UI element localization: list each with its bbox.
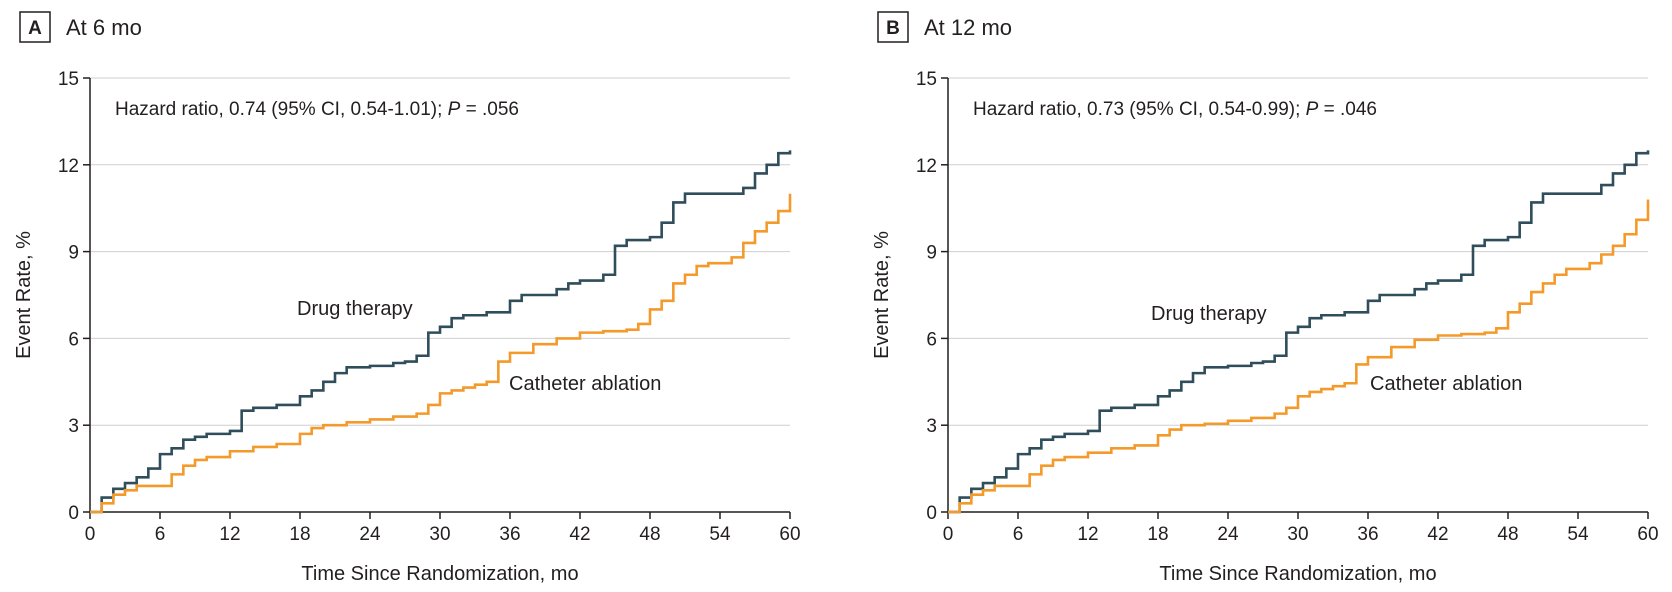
hazard-ratio-annotation: Hazard ratio, 0.73 (95% CI, 0.54-0.99); … [973,99,1377,120]
annotation-p-symbol: P [1306,99,1319,120]
y-tick-label: 3 [68,416,79,437]
annotation-p-value: = .046 [1318,99,1377,120]
x-axis-label: Time Since Randomization, mo [301,563,578,585]
x-tick-label: 12 [1077,524,1098,545]
y-tick-label: 12 [58,156,79,177]
hazard-ratio-annotation: Hazard ratio, 0.74 (95% CI, 0.54-1.01); … [115,99,519,120]
x-tick-label: 60 [779,524,800,545]
x-tick-label: 30 [429,524,450,545]
y-axis-label: Event Rate, % [13,231,35,359]
x-tick-label: 6 [155,524,166,545]
y-tick-label: 9 [926,243,937,264]
series-line-drug-therapy [948,150,1650,514]
series-label-catheter-ablation: Catheter ablation [509,373,661,395]
y-tick-label: 12 [916,156,937,177]
x-tick-label: 36 [1357,524,1378,545]
y-tick-label: 0 [926,503,937,524]
y-tick-label: 3 [926,416,937,437]
x-tick-label: 54 [1567,524,1589,545]
x-tick-label: 12 [219,524,240,545]
series-line-catheter-ablation [948,199,1650,514]
panel-title: At 6 mo [66,15,142,40]
y-tick-label: 0 [68,503,79,524]
x-tick-label: 30 [1287,524,1308,545]
series-line-catheter-ablation [90,193,792,514]
x-tick-label: 18 [1147,524,1168,545]
x-tick-label: 42 [569,524,590,545]
x-tick-label: 54 [709,524,731,545]
x-tick-label: 36 [499,524,520,545]
panel-title: At 12 mo [924,15,1012,40]
y-tick-label: 15 [58,69,79,90]
y-axis-label: Event Rate, % [871,231,893,359]
y-tick-label: 6 [68,329,79,350]
annotation-text: Hazard ratio, 0.73 (95% CI, 0.54-0.99); [973,99,1306,120]
x-tick-label: 60 [1637,524,1658,545]
y-tick-label: 6 [926,329,937,350]
x-tick-label: 24 [1217,524,1239,545]
annotation-p-symbol: P [448,99,461,120]
x-tick-label: 24 [359,524,381,545]
x-tick-label: 0 [943,524,954,545]
series-line-drug-therapy [90,150,792,514]
y-tick-label: 15 [916,69,937,90]
series-label-drug-therapy: Drug therapy [1151,303,1267,325]
panel-letter: B [886,18,900,39]
x-tick-label: 0 [85,524,96,545]
annotation-text: Hazard ratio, 0.74 (95% CI, 0.54-1.01); [115,99,448,120]
annotation-p-value: = .056 [460,99,519,120]
series-label-drug-therapy: Drug therapy [297,298,413,320]
y-tick-label: 9 [68,243,79,264]
panel-letter-box [19,11,51,43]
x-tick-label: 48 [1497,524,1518,545]
panel-letter-box [877,11,909,43]
x-axis-label: Time Since Randomization, mo [1159,563,1436,585]
x-tick-label: 48 [639,524,660,545]
series-label-catheter-ablation: Catheter ablation [1370,373,1522,395]
x-tick-label: 18 [289,524,310,545]
panel-letter: A [28,18,42,39]
x-tick-label: 6 [1013,524,1024,545]
x-tick-label: 42 [1427,524,1448,545]
